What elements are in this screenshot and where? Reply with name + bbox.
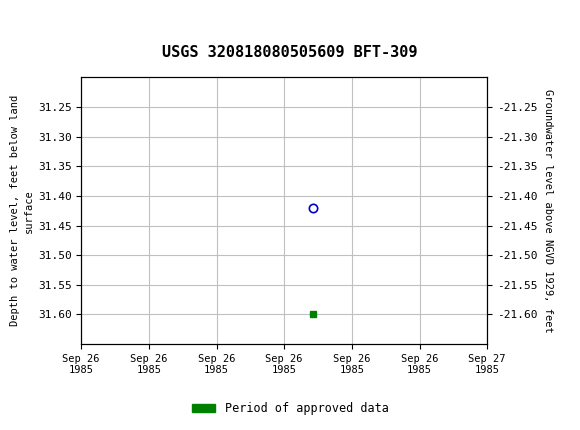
Legend: Period of approved data: Period of approved data	[187, 397, 393, 420]
Y-axis label: Groundwater level above NGVD 1929, feet: Groundwater level above NGVD 1929, feet	[543, 89, 553, 332]
Text: USGS 320818080505609 BFT-309: USGS 320818080505609 BFT-309	[162, 45, 418, 60]
Text: ≡USGS: ≡USGS	[9, 10, 79, 28]
Y-axis label: Depth to water level, feet below land
surface: Depth to water level, feet below land su…	[9, 95, 34, 326]
